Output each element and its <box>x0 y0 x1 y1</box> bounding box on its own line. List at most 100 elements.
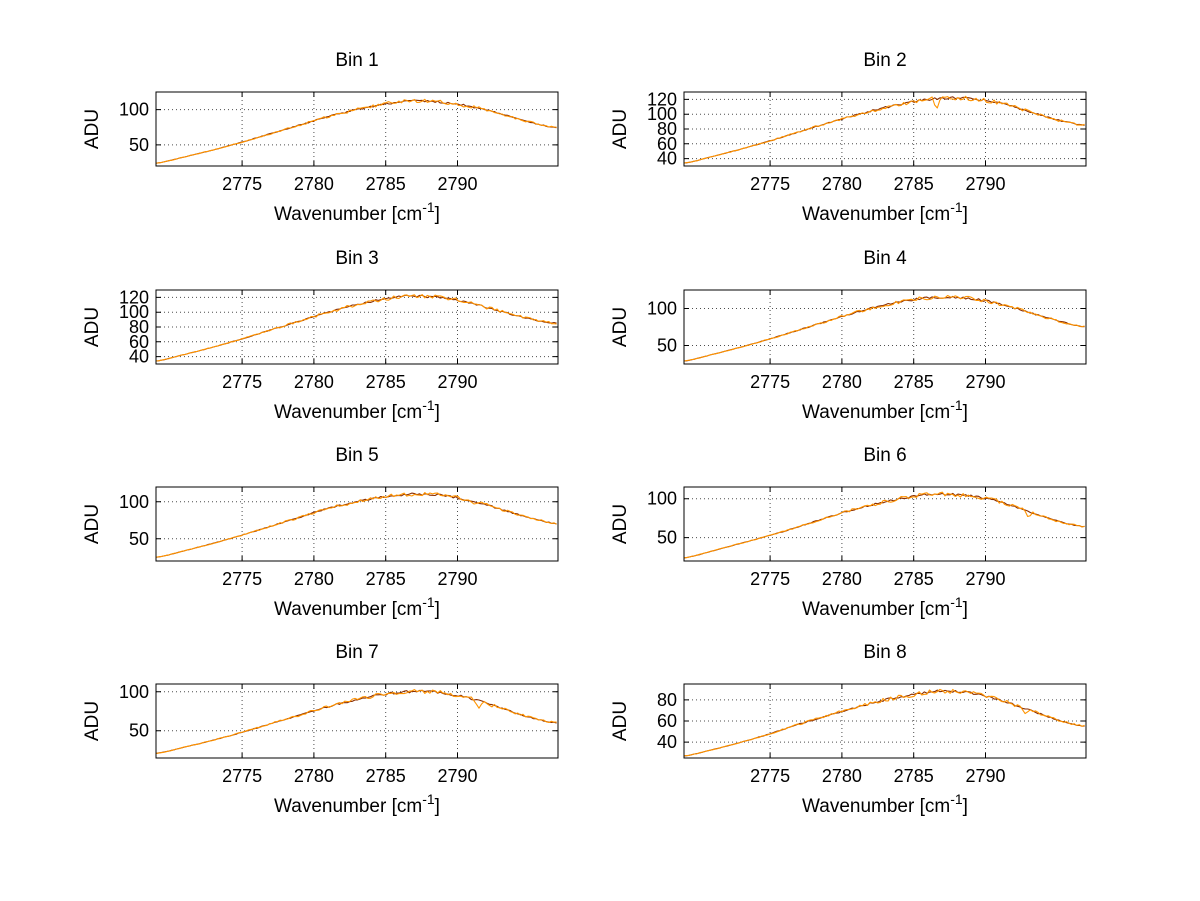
y-tick-label: 50 <box>657 528 677 548</box>
x-axis-label: Wavenumber [cm-1] <box>802 594 968 620</box>
x-tick-label: 2775 <box>750 766 790 786</box>
x-tick-label: 2780 <box>294 766 334 786</box>
x-axis-label-suffix: ] <box>435 599 440 620</box>
y-axis-label: ADU <box>610 109 631 149</box>
y-tick-label: 40 <box>129 347 149 367</box>
x-tick-label: 2780 <box>294 372 334 392</box>
x-axis-label-suffix: ] <box>963 402 968 423</box>
x-tick-label: 2775 <box>222 372 262 392</box>
x-axis-label-prefix: Wavenumber [cm <box>274 796 422 817</box>
x-tick-label: 2780 <box>822 174 862 194</box>
trace-main <box>683 294 1085 362</box>
chart-title: Bin 6 <box>863 445 906 466</box>
x-tick-label: 2785 <box>366 174 406 194</box>
y-tick-label: 50 <box>129 529 149 549</box>
chart-title: Bin 1 <box>335 50 378 71</box>
y-axis-label: ADU <box>82 701 103 741</box>
x-tick-label: 2775 <box>750 372 790 392</box>
chart-bin-6: Bin 6 2775 2780 2785 2790 50 100 ADU Wavenumber … <box>610 445 1087 620</box>
trace-main <box>683 95 1085 164</box>
x-axis-label-exponent: -1 <box>950 199 963 215</box>
trace-secondary <box>683 492 1085 559</box>
trace-main <box>155 689 557 754</box>
x-axis-label-exponent: -1 <box>422 397 435 413</box>
y-axis-label: ADU <box>610 504 631 544</box>
x-tick-label: 2775 <box>222 174 262 194</box>
y-tick-label: 80 <box>129 317 149 337</box>
x-axis-label-exponent: -1 <box>950 397 963 413</box>
x-axis-label-suffix: ] <box>435 796 440 817</box>
x-axis-label-exponent: -1 <box>950 791 963 807</box>
x-axis-label: Wavenumber [cm-1] <box>802 199 968 225</box>
x-axis-label-prefix: Wavenumber [cm <box>802 796 950 817</box>
axes-box <box>683 486 1087 562</box>
x-tick-label: 2790 <box>965 766 1005 786</box>
trace-secondary <box>683 96 1085 164</box>
x-tick-label: 2785 <box>366 372 406 392</box>
y-axis-label: ADU <box>82 307 103 347</box>
x-tick-label: 2780 <box>294 174 334 194</box>
y-tick-label: 120 <box>647 89 677 109</box>
y-tick-label: 100 <box>119 100 149 120</box>
y-tick-label: 120 <box>119 287 149 307</box>
y-tick-label: 50 <box>129 135 149 155</box>
chart-bin-4: Bin 4 2775 2780 2785 2790 50 100 ADU Wavenumber … <box>610 248 1087 423</box>
x-axis-label-exponent: -1 <box>422 594 435 610</box>
x-tick-label: 2790 <box>437 766 477 786</box>
x-axis-label: Wavenumber [cm-1] <box>802 397 968 423</box>
y-tick-label: 100 <box>647 104 677 124</box>
axes-box <box>683 289 1087 365</box>
x-axis-label-suffix: ] <box>435 204 440 225</box>
trace-main <box>155 492 557 558</box>
x-tick-label: 2785 <box>894 766 934 786</box>
x-tick-label: 2790 <box>965 174 1005 194</box>
y-axis-label: ADU <box>82 504 103 544</box>
y-axis-label: ADU <box>610 701 631 741</box>
x-tick-label: 2790 <box>437 174 477 194</box>
axes-box <box>155 486 559 562</box>
y-tick-label: 100 <box>119 682 149 702</box>
x-axis-label-prefix: Wavenumber [cm <box>802 402 950 423</box>
x-tick-label: 2780 <box>822 766 862 786</box>
x-tick-label: 2775 <box>750 174 790 194</box>
x-tick-label: 2780 <box>822 569 862 589</box>
x-axis-label-prefix: Wavenumber [cm <box>274 204 422 225</box>
x-tick-label: 2775 <box>750 569 790 589</box>
chart-bin-5: Bin 5 2775 2780 2785 2790 50 100 ADU Wavenumber … <box>82 445 559 620</box>
x-axis-label-suffix: ] <box>963 204 968 225</box>
y-axis-label: ADU <box>610 307 631 347</box>
y-tick-label: 60 <box>657 711 677 731</box>
y-axis-label: ADU <box>82 109 103 149</box>
chart-bin-1: Bin 1 2775 2780 2785 2790 50 100 ADU Wavenumber … <box>82 50 559 225</box>
y-tick-label: 50 <box>657 336 677 356</box>
x-axis-label-suffix: ] <box>963 796 968 817</box>
x-tick-label: 2790 <box>437 372 477 392</box>
y-tick-label: 100 <box>647 299 677 319</box>
chart-title: Bin 5 <box>335 445 378 466</box>
y-tick-label: 80 <box>657 119 677 139</box>
x-axis-label-prefix: Wavenumber [cm <box>274 402 422 423</box>
x-tick-label: 2785 <box>894 569 934 589</box>
x-tick-label: 2790 <box>965 372 1005 392</box>
x-axis-label-exponent: -1 <box>422 791 435 807</box>
x-axis-label: Wavenumber [cm-1] <box>274 397 440 423</box>
y-tick-label: 40 <box>657 732 677 752</box>
x-tick-label: 2785 <box>894 174 934 194</box>
trace-main <box>155 294 557 362</box>
y-tick-label: 100 <box>119 492 149 512</box>
trace-secondary <box>155 689 557 754</box>
axes-box <box>155 91 559 167</box>
chart-title: Bin 7 <box>335 642 378 663</box>
x-axis-label-suffix: ] <box>435 402 440 423</box>
x-axis-label-exponent: -1 <box>950 594 963 610</box>
y-tick-label: 60 <box>129 332 149 352</box>
y-tick-label: 50 <box>129 721 149 741</box>
chart-title: Bin 4 <box>863 248 907 269</box>
x-axis-label: Wavenumber [cm-1] <box>274 791 440 817</box>
chart-title: Bin 2 <box>863 50 906 71</box>
x-tick-label: 2790 <box>965 569 1005 589</box>
x-axis-label-prefix: Wavenumber [cm <box>802 599 950 620</box>
x-axis-label: Wavenumber [cm-1] <box>274 199 440 225</box>
